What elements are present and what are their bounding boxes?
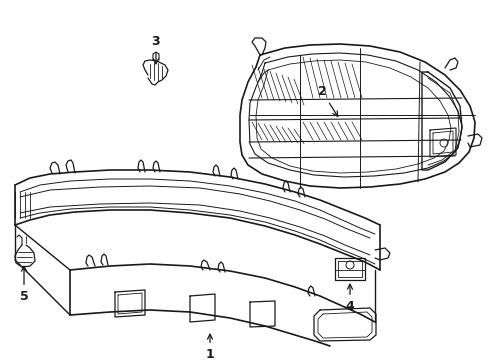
Text: 5: 5 xyxy=(20,266,28,303)
Text: 1: 1 xyxy=(205,334,214,360)
Text: 3: 3 xyxy=(151,35,160,64)
Text: 4: 4 xyxy=(345,284,354,313)
Text: 2: 2 xyxy=(317,85,337,117)
